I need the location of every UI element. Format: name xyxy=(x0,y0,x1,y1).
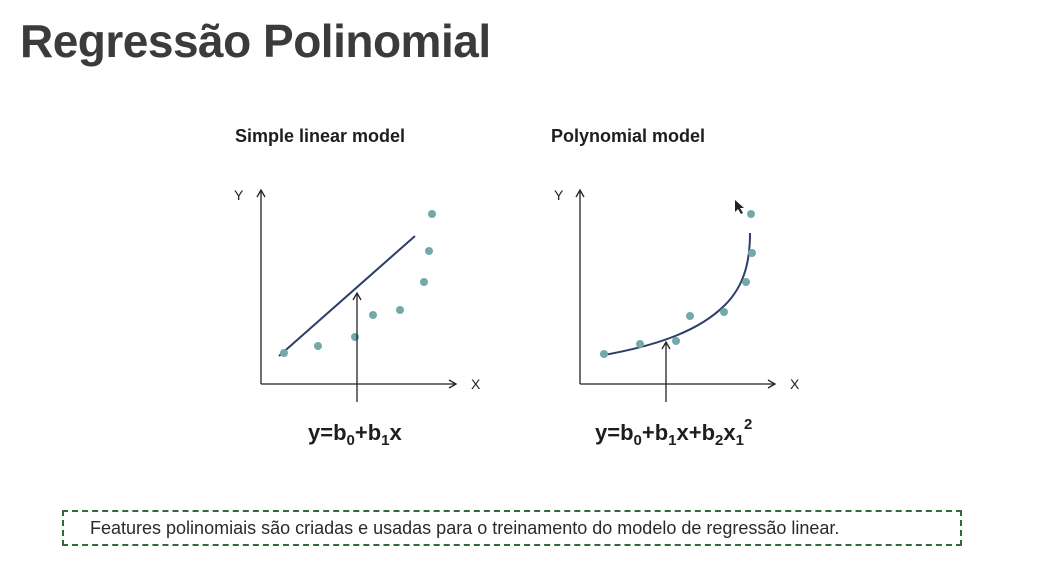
linear-fit-line xyxy=(278,235,416,357)
poly-equation: y=b0+b1x+b2x12 xyxy=(595,416,752,449)
linear-x-axis-label: X xyxy=(471,376,481,392)
data-point xyxy=(280,349,288,357)
linear-y-axis-label: Y xyxy=(234,187,244,203)
linear-equation: y=b0+b1x xyxy=(308,420,403,449)
polynomial-model-title: Polynomial model xyxy=(551,126,706,146)
data-point xyxy=(720,308,728,316)
linear-axes: Y X xyxy=(234,187,481,392)
poly-points xyxy=(600,210,756,358)
note-text: Features polinomiais são criadas e usada… xyxy=(90,517,840,538)
data-point xyxy=(420,278,428,286)
data-point xyxy=(314,342,322,350)
data-point xyxy=(600,350,608,358)
poly-x-axis-label: X xyxy=(790,376,800,392)
poly-fit-curve xyxy=(603,232,751,356)
data-point xyxy=(672,337,680,345)
data-point xyxy=(747,210,755,218)
data-point xyxy=(351,333,359,341)
data-point xyxy=(369,311,377,319)
data-point xyxy=(636,340,644,348)
data-point xyxy=(428,210,436,218)
data-point xyxy=(742,278,750,286)
data-point xyxy=(748,249,756,257)
page-title: Regressão Polinomial xyxy=(20,15,491,67)
data-point xyxy=(396,306,404,314)
data-point xyxy=(686,312,694,320)
linear-model-title: Simple linear model xyxy=(235,126,406,146)
data-point xyxy=(425,247,433,255)
mouse-cursor-icon xyxy=(735,200,744,214)
note-box: Features polinomiais são criadas e usada… xyxy=(62,510,962,546)
poly-y-axis-label: Y xyxy=(554,187,564,203)
poly-axes: Y X xyxy=(554,187,800,392)
